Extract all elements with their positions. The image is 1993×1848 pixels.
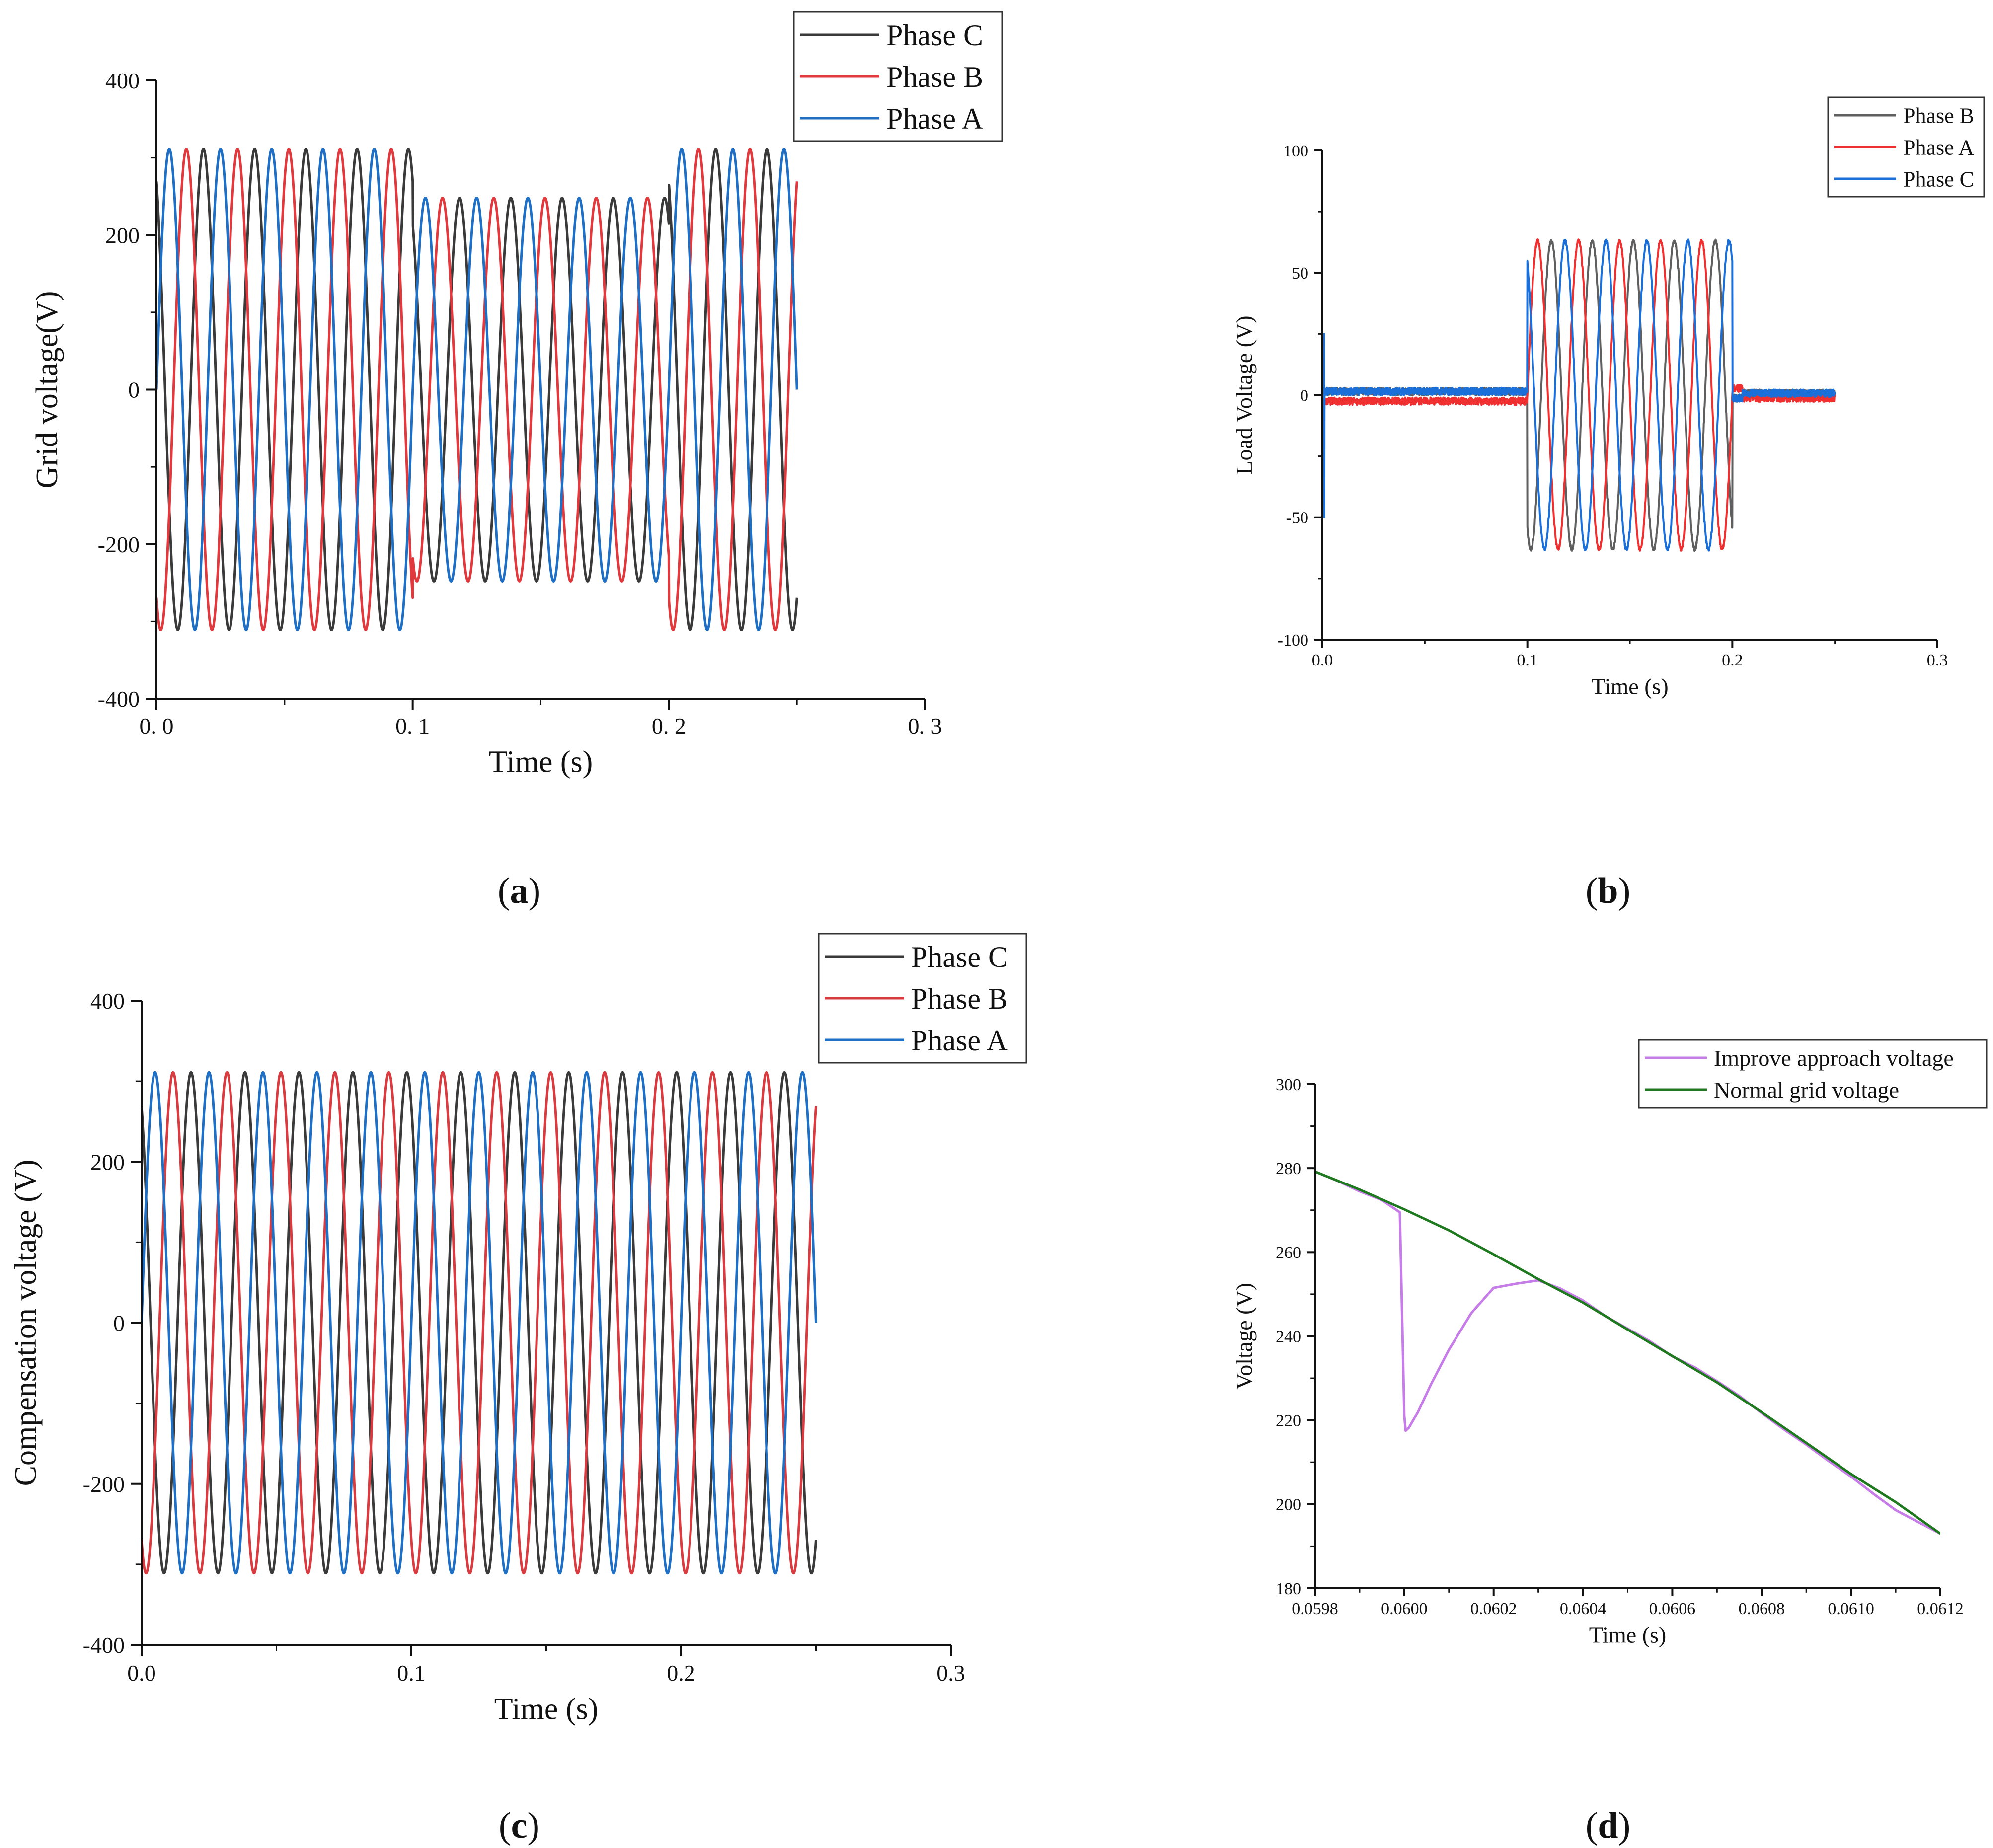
y-tick-label: 300 (1276, 1076, 1301, 1094)
legend-label: Phase B (1903, 103, 1974, 128)
y-tick-label: 180 (1276, 1580, 1301, 1598)
panel-a-labels: 0. 0 0. 1 0. 2 0. 3 -400 -200 0 200 400 Time (s) G… (30, 68, 942, 779)
caption-b: (b) (1586, 871, 1630, 911)
y-tick-label: 400 (90, 988, 125, 1014)
panel-a-legend: Phase C Phase B Phase A (793, 11, 1003, 142)
x-tick-label: 0.1 (397, 1660, 426, 1686)
legend-label: Phase C (1903, 167, 1974, 191)
y-axis-title: Grid voltage(V) (30, 291, 64, 489)
legend-label: Phase B (886, 61, 983, 93)
caption-c: (c) (499, 1805, 539, 1846)
y-axis-title: Load Voltage (V) (1231, 315, 1257, 474)
panel-a-grid-voltage: 0. 0 0. 1 0. 2 0. 3 -400 -200 0 200 400 Time (s) G… (30, 11, 1003, 779)
caption-a: (a) (498, 871, 540, 911)
panel-a-plot-area (156, 148, 798, 631)
y-tick-label: 200 (105, 222, 140, 248)
panel-c-plot-area (142, 1071, 817, 1575)
panel-d-legend: Improve approach voltage Normal grid volt… (1638, 1039, 1988, 1109)
y-tick-label: -50 (1286, 509, 1308, 527)
x-tick-label: 0.0606 (1649, 1600, 1696, 1618)
x-tick-label: 0.0 (127, 1660, 156, 1686)
legend-label: Phase A (886, 102, 983, 135)
y-tick-label: 280 (1276, 1160, 1301, 1178)
legend-label: Phase A (1903, 135, 1974, 159)
panel-d-labels: 0.0598 0.0600 0.0602 0.0604 0.0606 0.0608 0.06… (1231, 1076, 1964, 1648)
x-tick-label: 0. 0 (140, 713, 174, 739)
panel-b-axes (1314, 149, 1938, 648)
x-tick-label: 0.2 (667, 1660, 695, 1686)
panel-b-plot-area (1322, 238, 1836, 552)
y-tick-label: 0 (113, 1311, 125, 1336)
x-tick-label: 0.0 (1312, 651, 1333, 669)
y-tick-label: 50 (1292, 264, 1308, 283)
panel-d-axes (1307, 1083, 1941, 1596)
x-tick-label: 0.0604 (1560, 1600, 1607, 1618)
series-improve-approach-voltage (1315, 1170, 1940, 1535)
x-tick-label: 0.3 (1927, 651, 1948, 669)
y-axis-title: Compensation voltage (V) (9, 1160, 43, 1486)
panel-b-legend: Phase B Phase A Phase C (1827, 96, 1985, 198)
panel-d-plot-area (1315, 1170, 1940, 1535)
x-tick-label: 0.0612 (1917, 1600, 1964, 1618)
y-tick-label: 200 (1276, 1496, 1301, 1514)
y-tick-label: 220 (1276, 1412, 1301, 1430)
y-tick-label: 200 (90, 1149, 125, 1175)
x-tick-label: 0.0602 (1470, 1600, 1517, 1618)
x-tick-label: 0.0608 (1739, 1600, 1785, 1618)
panel-d-voltage-zoom: 0.0598 0.0600 0.0602 0.0604 0.0606 0.0608 0.06… (1231, 1039, 1988, 1648)
y-tick-label: -100 (1278, 631, 1308, 650)
x-tick-label: 0.0600 (1381, 1600, 1428, 1618)
panel-b-labels: 0.0 0.1 0.2 0.3 -100 -50 0 50 100 Time (s) Load Vo… (1231, 142, 1948, 699)
series-phase-c (1322, 238, 1836, 552)
x-axis-title: Time (s) (489, 745, 593, 779)
legend-label: Phase C (911, 941, 1008, 973)
y-tick-label: 260 (1276, 1244, 1301, 1262)
legend-box (1638, 1039, 1988, 1109)
y-tick-label: -200 (83, 1472, 125, 1497)
panel-c-legend: Phase C Phase B Phase A (818, 933, 1027, 1064)
panel-c-labels: 0.0 0.1 0.2 0.3 -400 -200 0 200 400 Time (s) Compe… (9, 988, 965, 1726)
y-tick-label: 0 (128, 377, 140, 403)
legend-label: Normal grid voltage (1714, 1077, 1899, 1103)
caption-d: (d) (1586, 1805, 1630, 1846)
series-phase-a (156, 148, 798, 631)
panel-c-compensation-voltage: 0.0 0.1 0.2 0.3 -400 -200 0 200 400 Time (s) Compe… (9, 933, 1027, 1726)
x-tick-label: 0. 3 (908, 713, 942, 739)
series-phase-a (142, 1071, 817, 1575)
x-tick-label: 0.3 (936, 1660, 965, 1686)
x-axis-title: Time (s) (1589, 1623, 1667, 1648)
legend-label: Phase B (911, 982, 1008, 1015)
y-tick-label: -400 (98, 686, 140, 712)
y-tick-label: -200 (98, 532, 140, 557)
legend-label: Phase A (911, 1024, 1008, 1057)
x-tick-label: 0. 1 (395, 713, 430, 739)
legend-label: Phase C (886, 19, 983, 52)
panel-c-axes (131, 1000, 952, 1656)
x-tick-label: 0.2 (1722, 651, 1743, 669)
x-axis-title: Time (s) (494, 1693, 599, 1726)
x-tick-label: 0.1 (1517, 651, 1538, 669)
series-normal-grid-voltage (1315, 1170, 1940, 1535)
panel-b-load-voltage: 0.0 0.1 0.2 0.3 -100 -50 0 50 100 Time (s) Load Vo… (1231, 96, 1985, 699)
x-tick-label: 0.0610 (1828, 1600, 1874, 1618)
panel-a-axes (146, 79, 926, 710)
y-tick-label: 400 (105, 68, 140, 93)
y-tick-label: 0 (1300, 386, 1308, 405)
x-axis-title: Time (s) (1591, 674, 1669, 699)
y-tick-label: 100 (1283, 142, 1308, 160)
x-tick-label: 0. 2 (652, 713, 686, 739)
x-tick-label: 0.0598 (1292, 1600, 1338, 1618)
y-tick-label: -400 (83, 1632, 125, 1658)
y-axis-title: Voltage (V) (1231, 1283, 1257, 1390)
legend-label: Improve approach voltage (1714, 1045, 1954, 1071)
y-tick-label: 240 (1276, 1328, 1301, 1346)
